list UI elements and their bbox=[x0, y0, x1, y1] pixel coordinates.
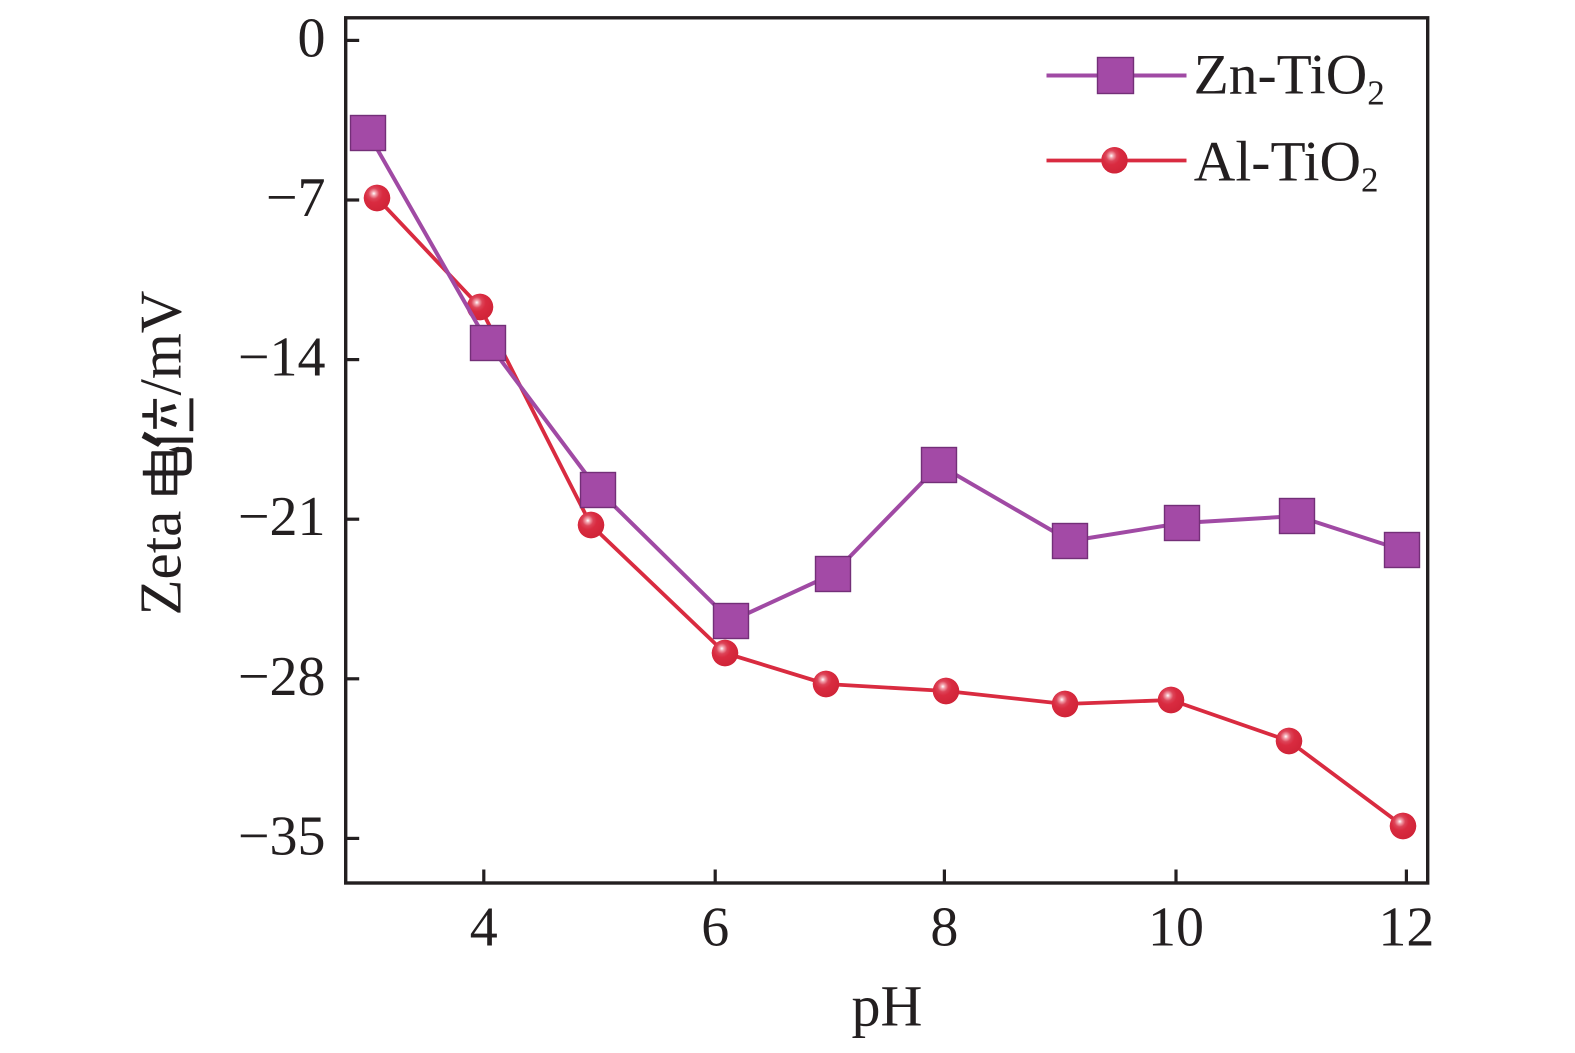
svg-text:12: 12 bbox=[1378, 897, 1434, 959]
svg-text:Zn-TiO2: Zn-TiO2 bbox=[1194, 44, 1385, 113]
svg-text:8: 8 bbox=[930, 897, 958, 959]
svg-text:Al-TiO2: Al-TiO2 bbox=[1194, 131, 1379, 200]
svg-text:−28: −28 bbox=[238, 646, 326, 708]
svg-text:−35: −35 bbox=[238, 805, 326, 867]
svg-text:/mV: /mV bbox=[127, 291, 193, 396]
svg-text:10: 10 bbox=[1148, 897, 1204, 959]
svg-text:Zeta: Zeta bbox=[127, 511, 193, 616]
svg-text:−7: −7 bbox=[266, 167, 326, 229]
svg-text:−14: −14 bbox=[238, 327, 326, 389]
svg-text:4: 4 bbox=[470, 897, 498, 959]
svg-text:pH: pH bbox=[852, 974, 923, 1039]
svg-text:0: 0 bbox=[298, 7, 326, 69]
svg-text:−21: −21 bbox=[238, 486, 326, 548]
svg-text:6: 6 bbox=[701, 897, 729, 959]
